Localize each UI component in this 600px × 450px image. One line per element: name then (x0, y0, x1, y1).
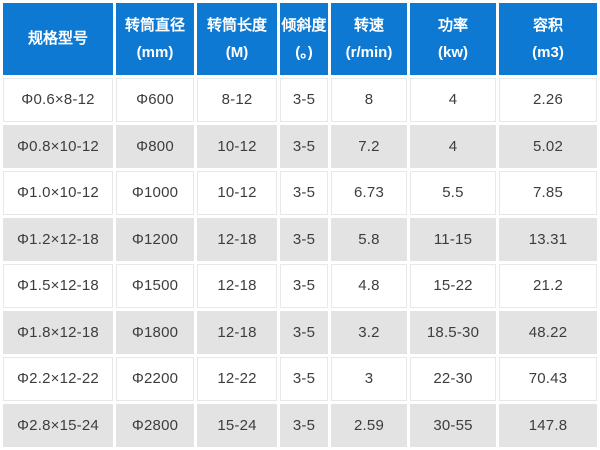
header-cell: 功率 (kw) (410, 3, 496, 75)
header-cell: 转筒长度 (M) (197, 3, 277, 75)
table-cell: 3-5 (280, 171, 328, 215)
header-cell: 倾斜度 (。) (280, 3, 328, 75)
table-cell: 3-5 (280, 310, 328, 354)
header-cell: 规格型号 (3, 3, 113, 75)
header-label: 功率 (437, 16, 468, 34)
table-cell: Φ1000 (116, 171, 194, 215)
header-label: 容积 (532, 16, 563, 34)
table-header: 规格型号 转筒直径 (mm) 转筒长度 (M) 倾斜度 (。) 转速 (r/min) 功率 (kw)… (3, 3, 597, 75)
header-cell: 转速 (r/min) (331, 3, 407, 75)
header-label: 转速 (353, 16, 384, 34)
table-cell: Φ2.8×15-24 (3, 403, 113, 447)
table-cell: 8-12 (197, 78, 277, 122)
table-cell: Φ1200 (116, 217, 194, 261)
table-cell: 3-5 (280, 357, 328, 401)
table-cell: 13.31 (499, 217, 597, 261)
table-cell: 2.59 (331, 403, 407, 447)
table-cell: 5.5 (410, 171, 496, 215)
header-cell: 转筒直径 (mm) (116, 3, 194, 75)
table-row: Φ2.8×15-24 Φ2800 15-24 3-5 2.59 30-55 147.8 (3, 403, 597, 447)
table-cell: Φ2800 (116, 403, 194, 447)
table-cell: Φ2.2×12-22 (3, 357, 113, 401)
header-unit: (kw) (438, 44, 468, 61)
table-cell: 30-55 (410, 403, 496, 447)
table-cell: Φ0.8×10-12 (3, 124, 113, 168)
table-cell: 7.85 (499, 171, 597, 215)
table-cell: Φ1.0×10-12 (3, 171, 113, 215)
table-cell: 4 (410, 124, 496, 168)
table-cell: 3-5 (280, 264, 328, 308)
table-cell: Φ1.8×12-18 (3, 310, 113, 354)
header-label: 倾斜度 (281, 16, 327, 34)
header-unit: (r/min) (345, 44, 393, 61)
table-row: Φ1.8×12-18 Φ1800 12-18 3-5 3.2 18.5-30 48.22 (3, 310, 597, 354)
header-label: 转筒长度 (206, 16, 267, 34)
table-cell: 6.73 (331, 171, 407, 215)
header-cell: 容积 (m3) (499, 3, 597, 75)
table-cell: Φ2200 (116, 357, 194, 401)
table-cell: 3-5 (280, 124, 328, 168)
header-unit: (。) (295, 44, 313, 61)
table-cell: 147.8 (499, 403, 597, 447)
table-cell: Φ1500 (116, 264, 194, 308)
table-cell: 21.2 (499, 264, 597, 308)
table-cell: 2.26 (499, 78, 597, 122)
header-row: 规格型号 转筒直径 (mm) 转筒长度 (M) 倾斜度 (。) 转速 (r/min) 功率 (kw)… (3, 3, 597, 75)
table-cell: 70.43 (499, 357, 597, 401)
table-cell: 7.2 (331, 124, 407, 168)
table-cell: Φ800 (116, 124, 194, 168)
table-cell: 4 (410, 78, 496, 122)
table-row: Φ1.5×12-18 Φ1500 12-18 3-5 4.8 15-22 21.2 (3, 264, 597, 308)
header-unit: (m3) (532, 44, 564, 61)
table-row: Φ2.2×12-22 Φ2200 12-22 3-5 3 22-30 70.43 (3, 357, 597, 401)
table-cell: 12-22 (197, 357, 277, 401)
header-unit: (mm) (136, 44, 174, 61)
table-cell: 48.22 (499, 310, 597, 354)
header-label: 转筒直径 (124, 16, 185, 34)
table-cell: Φ600 (116, 78, 194, 122)
table-row: Φ0.6×8-12 Φ600 8-12 3-5 8 4 2.26 (3, 78, 597, 122)
table-cell: 10-12 (197, 124, 277, 168)
table-cell: 5.8 (331, 217, 407, 261)
table-cell: 3-5 (280, 403, 328, 447)
table-row: Φ0.8×10-12 Φ800 10-12 3-5 7.2 4 5.02 (3, 124, 597, 168)
header-unit: (M) (225, 44, 249, 61)
table-cell: 3-5 (280, 217, 328, 261)
table-body: Φ0.6×8-12 Φ600 8-12 3-5 8 4 2.26 Φ0.8×10-12 Φ800… (3, 78, 597, 447)
table-row: Φ1.2×12-18 Φ1200 12-18 3-5 5.8 11-15 13.31 (3, 217, 597, 261)
header-label: 规格型号 (27, 30, 88, 48)
table-cell: 8 (331, 78, 407, 122)
table-cell: 12-18 (197, 310, 277, 354)
table-cell: 15-22 (410, 264, 496, 308)
table-cell: 11-15 (410, 217, 496, 261)
table-cell: 12-18 (197, 217, 277, 261)
table-cell: Φ0.6×8-12 (3, 78, 113, 122)
table-cell: 5.02 (499, 124, 597, 168)
table-cell: 4.8 (331, 264, 407, 308)
table-row: Φ1.0×10-12 Φ1000 10-12 3-5 6.73 5.5 7.85 (3, 171, 597, 215)
table-cell: Φ1800 (116, 310, 194, 354)
table-cell: 10-12 (197, 171, 277, 215)
table-cell: 12-18 (197, 264, 277, 308)
table-cell: 22-30 (410, 357, 496, 401)
table-cell: 3-5 (280, 78, 328, 122)
table-cell: 15-24 (197, 403, 277, 447)
table-cell: 3.2 (331, 310, 407, 354)
table-cell: Φ1.2×12-18 (3, 217, 113, 261)
table-cell: 3 (331, 357, 407, 401)
table-cell: 18.5-30 (410, 310, 496, 354)
table-cell: Φ1.5×12-18 (3, 264, 113, 308)
